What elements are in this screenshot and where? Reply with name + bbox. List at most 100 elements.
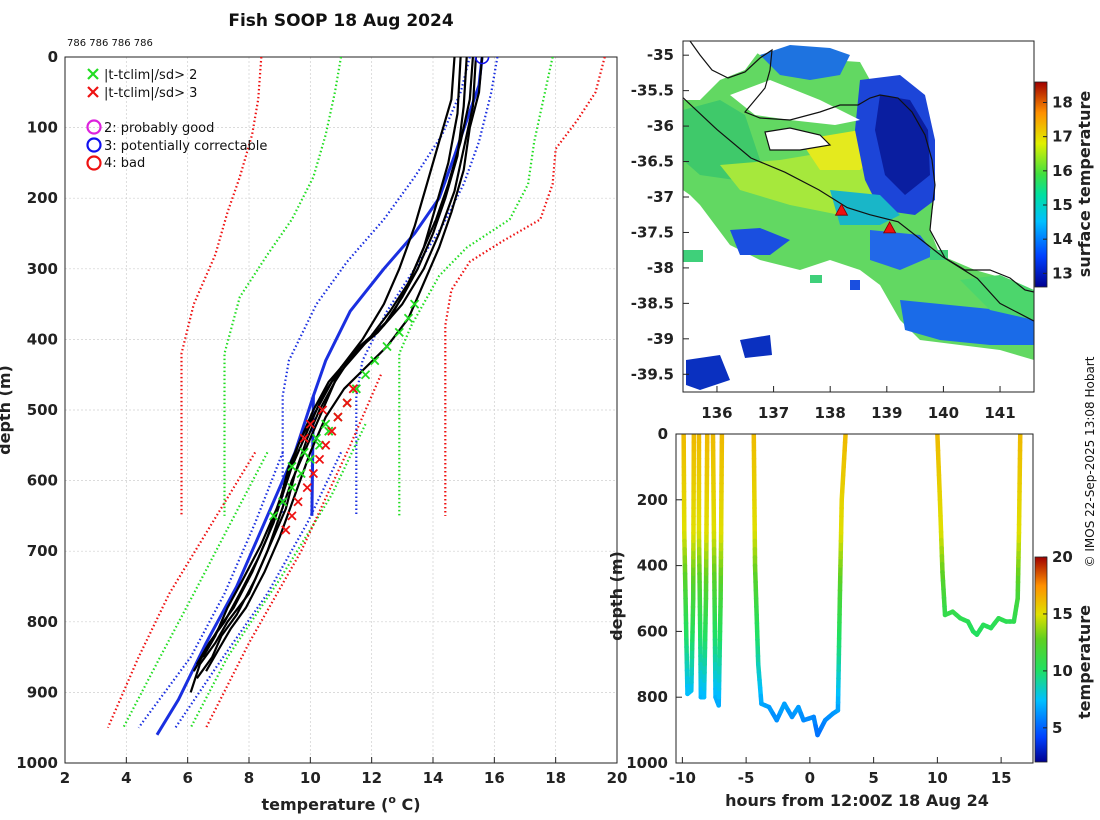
- map-y-tick-label: -39: [647, 330, 674, 348]
- flag-sd2-marker: [360, 370, 371, 380]
- section-x-tick-label: 0: [805, 769, 815, 787]
- profile-x-tick-label: 20: [607, 769, 628, 787]
- section-y-label: depth (m): [607, 551, 626, 641]
- flag-sd3-marker: [327, 426, 337, 436]
- map-colorbar-tick-label: 13: [1052, 264, 1073, 282]
- profile-y-ticks: 0 100 200 300 400 500 600 700 800 900 1000: [16, 48, 58, 772]
- section-cast: [681, 434, 697, 697]
- flag-sd2-marker: [370, 355, 380, 366]
- section-colorbar: [1034, 556, 1048, 763]
- ship-track: [683, 97, 1034, 322]
- flag-sd2-marker: [394, 327, 404, 337]
- profile-y-tick-label: 1000: [16, 754, 58, 772]
- profile-x-tick-label: 10: [300, 769, 321, 787]
- map-colorbar-ticks: 13 14 15 16 17 18: [1043, 94, 1073, 282]
- flag-sd2-marker: [382, 341, 392, 352]
- profile-y-tick-label: 800: [27, 613, 58, 631]
- clim-plus-2sd: [398, 57, 554, 516]
- flag-sd2-marker: [299, 447, 309, 457]
- section-colorbar-tick-label: 10: [1052, 662, 1073, 680]
- section-cast: [935, 434, 1023, 637]
- map-y-tick-label: -39.5: [631, 365, 674, 383]
- flag-sd2-marker: [311, 433, 322, 443]
- profile-y-tick-label: 900: [27, 683, 58, 701]
- profile-y-tick-label: 100: [27, 119, 58, 137]
- section-x-tick-label: -10: [669, 769, 696, 787]
- section-x-tick-label: -5: [738, 769, 755, 787]
- clim-plus-1sd: [355, 57, 499, 516]
- legend-qc2-label: 2: probably good: [104, 121, 214, 136]
- section-cast: [710, 434, 725, 708]
- section-x-label: hours from 12:00Z 18 Aug 24: [725, 791, 989, 810]
- section-colorbar-ticks: 5 10 15 20: [1043, 548, 1073, 737]
- section-colorbar-label: temperature: [1075, 605, 1094, 719]
- section-cast: [696, 434, 710, 700]
- qc-marker: [474, 57, 490, 65]
- flag-sd2-marker: [409, 299, 420, 309]
- map-y-tick-label: -36: [647, 117, 674, 135]
- profile-x-label: temperature (o C): [261, 793, 420, 814]
- profile-x-tick-label: 18: [545, 769, 566, 787]
- observed-profile: [196, 57, 477, 679]
- profile-x-ticks: 2 4 6 8 10 12 14 16 18 20: [60, 769, 628, 787]
- profile-climatology: [106, 57, 606, 736]
- flag-sd3-marker: [305, 419, 315, 429]
- flag-sd3-marker: [281, 525, 291, 535]
- deep-minus-1sd: [137, 451, 284, 729]
- map-colorbar-tick-label: 15: [1052, 196, 1073, 214]
- profile-x-tick-label: 12: [361, 769, 382, 787]
- map-y-ticks: -35 -35.5 -36 -36.5 -37 -37.5 -38 -38.5 -39 -39.5: [631, 46, 689, 383]
- flag-sd2-marker: [296, 468, 306, 479]
- map-colorbar: [1034, 81, 1048, 288]
- section-y-tick-label: 800: [637, 688, 668, 706]
- flag-sd3-marker: [308, 468, 319, 479]
- profile-x-tick-label: 6: [182, 769, 192, 787]
- map-y-tick-label: -37.5: [631, 223, 674, 241]
- flag-sd3-marker: [342, 398, 352, 408]
- flag-sd3-marker: [302, 483, 312, 493]
- profile-y-tick-label: 300: [27, 260, 58, 278]
- flag-sd2-marker: [403, 313, 414, 323]
- map-y-tick-label: -35: [647, 46, 674, 64]
- legend-sd2-marker: [87, 68, 99, 80]
- legend-qc4-label: 4: bad: [104, 156, 145, 171]
- profile-y-tick-label: 500: [27, 401, 58, 419]
- section-axes-frame: [675, 433, 1034, 764]
- ship-track-line: [683, 97, 1034, 322]
- deep-plus-2sd: [189, 423, 367, 729]
- profile-y-tick-label: 600: [27, 472, 58, 490]
- map-x-tick-label: 140: [928, 404, 959, 422]
- section-casts: [681, 434, 1023, 738]
- profile-x-tick-label: 14: [423, 769, 444, 787]
- section-x-ticks: -10 -5 0 5 10 15: [669, 757, 1012, 787]
- profile-x-tick-label: 2: [60, 769, 70, 787]
- legend-qc3-marker: [86, 137, 102, 153]
- flag-sd2-marker: [278, 497, 288, 507]
- legend-sd3-label: |t-tclim|/sd> 3: [104, 86, 197, 101]
- map-y-tick-label: -36.5: [631, 153, 674, 171]
- profile-y-tick-label: 200: [27, 189, 58, 207]
- profile-y-tick-label: 700: [27, 542, 58, 560]
- credit-text: © IMOS 22-Sep-2025 13:08 Hobart: [1083, 356, 1097, 567]
- legend-qc4-marker: [86, 155, 102, 171]
- profile-y-label: depth (m): [0, 365, 14, 455]
- section-colorbar-tick-label: 15: [1052, 605, 1073, 623]
- map-x-tick-label: 141: [984, 404, 1015, 422]
- map-colorbar-tick-label: 17: [1052, 128, 1073, 146]
- map-colorbar-tick-label: 16: [1052, 162, 1073, 180]
- map-x-tick-label: 139: [871, 404, 902, 422]
- flag-sd3-marker: [287, 511, 297, 521]
- observed-profile: [205, 57, 484, 672]
- legend-sd2-label: |t-tclim|/sd> 2: [104, 68, 197, 83]
- profile-flags: [268, 57, 490, 535]
- clim-mean-deep: [155, 395, 315, 736]
- flag-sd2-marker: [324, 426, 334, 436]
- flag-sd3-marker: [299, 433, 309, 443]
- profile-y-tick-label: 400: [27, 330, 58, 348]
- observed-profile: [192, 57, 462, 672]
- profile-x-tick-label: 16: [484, 769, 505, 787]
- station-marker: [882, 221, 897, 234]
- profile-observations: [189, 57, 484, 693]
- station-marker: [834, 203, 849, 216]
- section-y-tick-label: 200: [637, 491, 668, 509]
